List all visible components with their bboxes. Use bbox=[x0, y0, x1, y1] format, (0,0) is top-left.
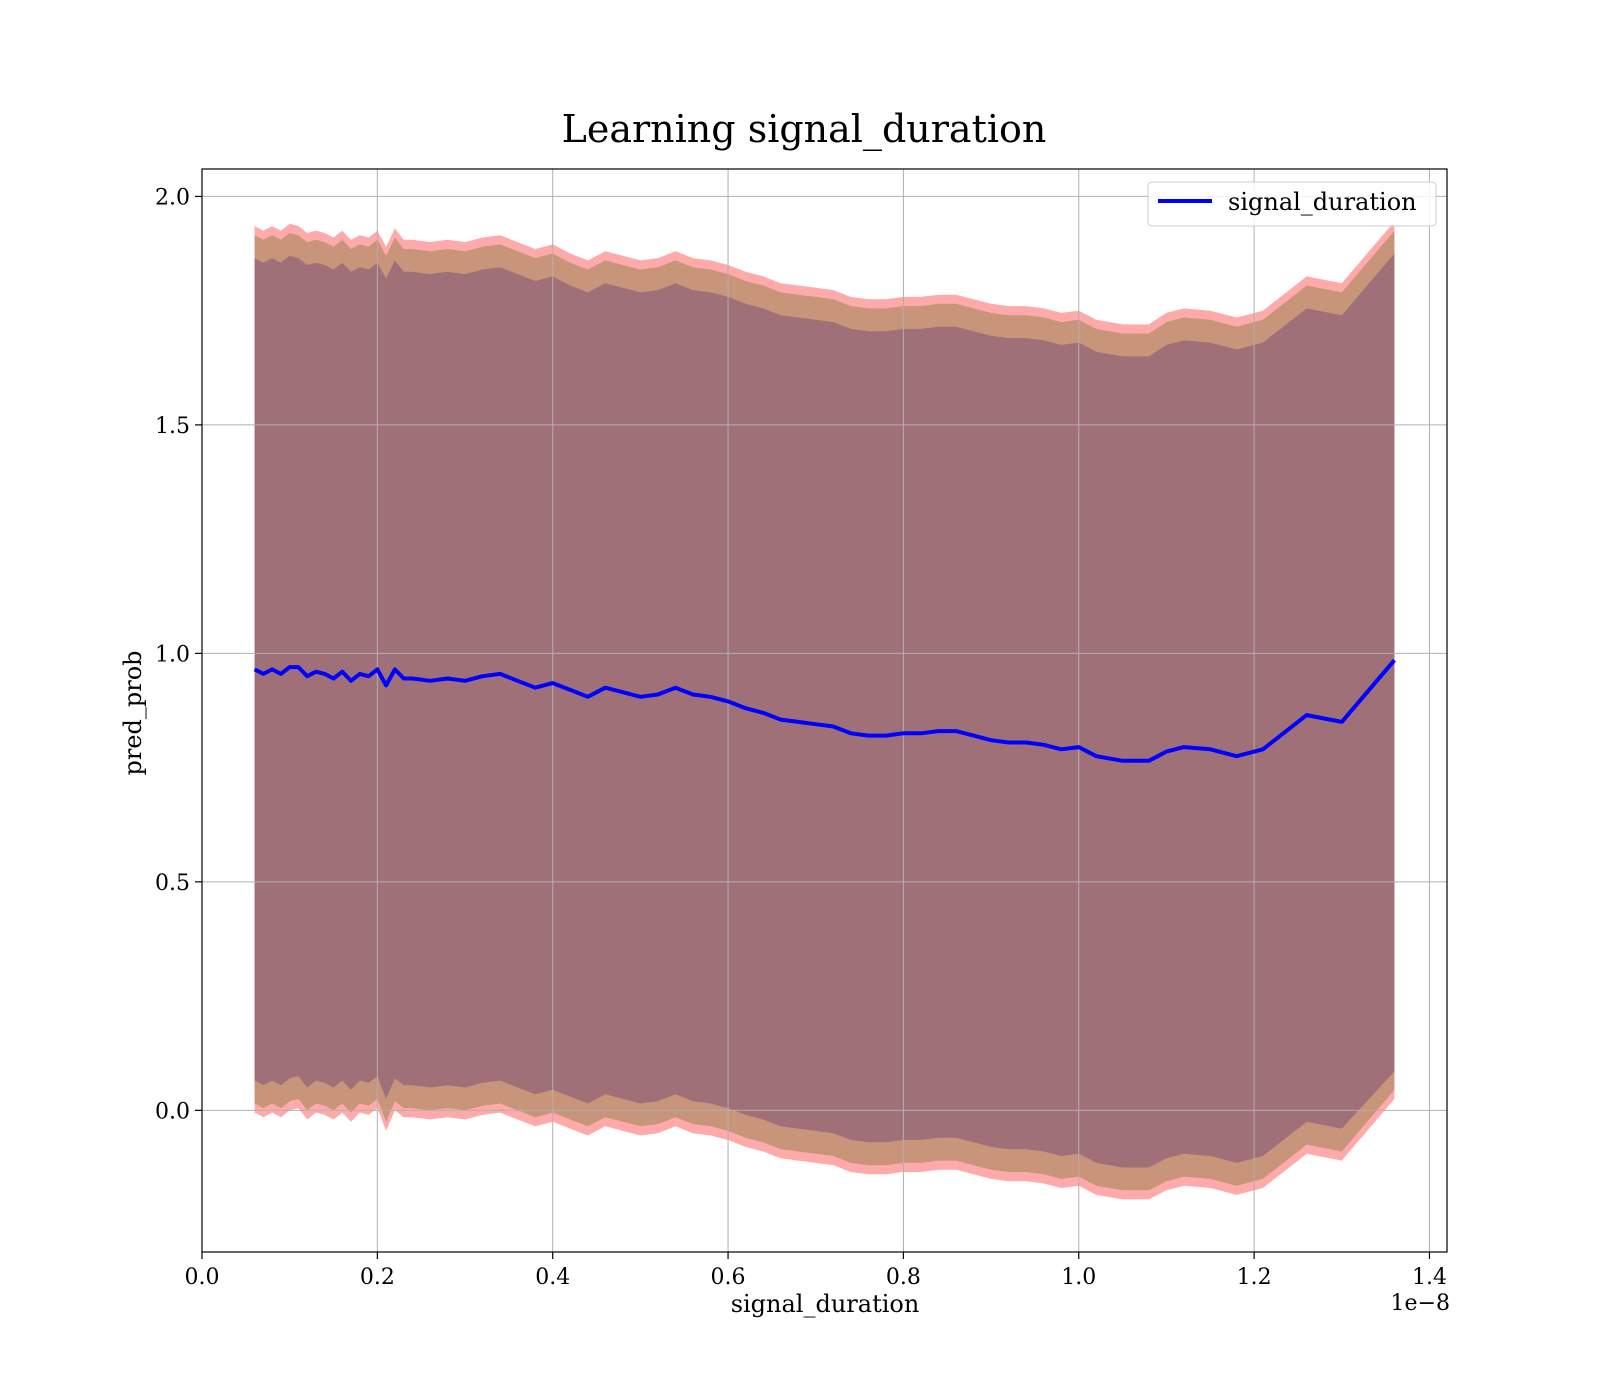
x-tick-label: 1.4 bbox=[1412, 1265, 1447, 1290]
confidence-bands bbox=[254, 221, 1395, 1200]
x-axis-ticks: 0.0 0.2 0.4 0.6 0.8 1.0 1.2 1.4 bbox=[185, 1252, 1447, 1290]
legend-box bbox=[1147, 181, 1437, 227]
x-axis-label: signal_duration bbox=[731, 1290, 920, 1318]
y-tick-label: 2.0 bbox=[155, 185, 190, 210]
x-tick-label: 0.0 bbox=[185, 1265, 220, 1290]
y-axis-label: pred_prob bbox=[119, 650, 147, 775]
x-tick-label: 1.2 bbox=[1237, 1265, 1272, 1290]
band-inner bbox=[254, 253, 1395, 1168]
y-tick-label: 0.5 bbox=[155, 871, 190, 896]
x-tick-label: 0.2 bbox=[360, 1265, 395, 1290]
chart-title: Learning signal_duration bbox=[562, 107, 1047, 152]
series-line-signal-duration bbox=[253, 658, 1396, 763]
legend: signal_duration bbox=[1147, 181, 1437, 227]
legend-entry-signal-duration: signal_duration bbox=[1228, 188, 1417, 216]
series-lines bbox=[253, 658, 1396, 763]
grid bbox=[201, 169, 1447, 1252]
x-tick-label: 1.0 bbox=[1061, 1265, 1096, 1290]
x-tick-label: 0.8 bbox=[886, 1265, 921, 1290]
y-tick-label: 0.0 bbox=[155, 1099, 190, 1124]
y-tick-label: 1.0 bbox=[155, 642, 190, 667]
x-axis-offset-label: 1e−8 bbox=[1391, 1291, 1450, 1316]
x-tick-label: 0.6 bbox=[711, 1265, 746, 1290]
x-tick-label: 0.4 bbox=[535, 1265, 570, 1290]
y-tick-label: 1.5 bbox=[155, 414, 190, 439]
plot-frame bbox=[201, 168, 1448, 1253]
y-axis-ticks: 0.0 0.5 1.0 1.5 2.0 bbox=[155, 185, 202, 1124]
